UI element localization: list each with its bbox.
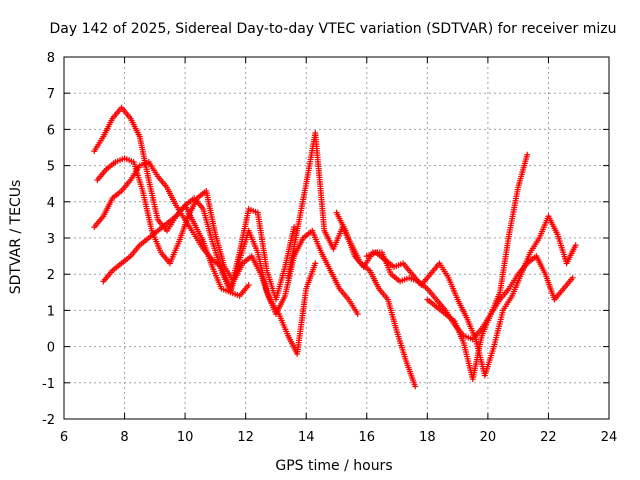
x-axis-label: GPS time / hours <box>275 458 392 474</box>
y-tick-label: -2 <box>42 413 55 428</box>
x-tick-label: 18 <box>419 430 436 445</box>
data-point <box>412 383 419 390</box>
data-point <box>354 311 361 318</box>
x-tick-label: 24 <box>601 430 618 445</box>
data-point <box>291 224 298 231</box>
x-tick-label: 20 <box>480 430 497 445</box>
y-tick-label: 0 <box>47 341 55 356</box>
x-tick-label: 16 <box>359 430 376 445</box>
x-tick-label: 22 <box>540 430 557 445</box>
chart-title: Day 142 of 2025, Sidereal Day-to-day VTE… <box>50 21 617 37</box>
y-tick-label: -1 <box>42 377 55 392</box>
data-point <box>572 242 579 249</box>
y-axis-label: SDTVAR / TECUs <box>8 180 24 295</box>
y-tick-label: 1 <box>47 304 55 319</box>
x-tick-label: 14 <box>298 430 315 445</box>
x-tick-label: 10 <box>177 430 194 445</box>
data-point <box>569 274 576 281</box>
y-tick-label: 7 <box>47 87 55 102</box>
x-tick-label: 6 <box>60 430 68 445</box>
y-tick-label: 3 <box>47 232 55 247</box>
data-points <box>91 104 579 390</box>
y-tick-label: 8 <box>47 51 55 66</box>
y-tick-label: 2 <box>47 268 55 283</box>
data-point <box>524 151 531 158</box>
x-tick-label: 12 <box>237 430 254 445</box>
data-point <box>245 282 252 289</box>
y-tick-label: 5 <box>47 160 55 175</box>
data-point <box>312 260 319 267</box>
y-tick-label: 4 <box>47 196 55 211</box>
x-tick-label: 8 <box>120 430 128 445</box>
y-tick-label: 6 <box>47 123 55 138</box>
